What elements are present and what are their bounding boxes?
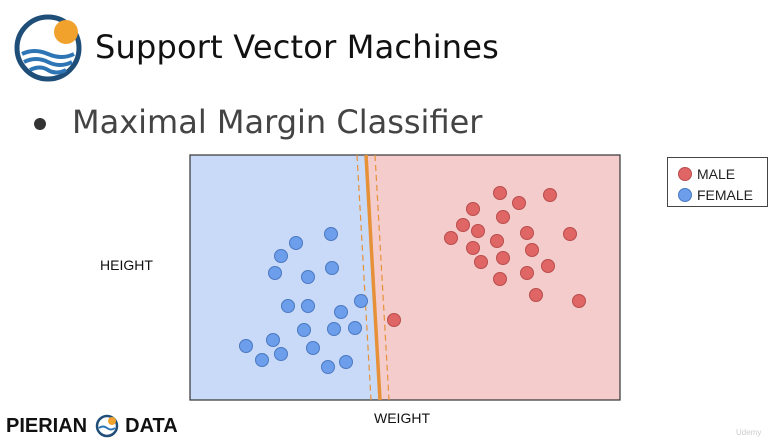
- female-point: [327, 322, 341, 336]
- x-axis-label: WEIGHT: [374, 410, 430, 426]
- female-point: [324, 227, 338, 241]
- male-point: [474, 255, 488, 269]
- male-point: [387, 313, 401, 327]
- female-region: [190, 155, 380, 400]
- female-point: [354, 294, 368, 308]
- female-marker-icon: [678, 188, 692, 202]
- male-point: [490, 234, 504, 248]
- female-point: [306, 341, 320, 355]
- data-points: [239, 186, 586, 374]
- male-point: [493, 186, 507, 200]
- legend-item-male: MALE: [678, 166, 735, 182]
- female-point: [239, 339, 253, 353]
- maximal-margin-separator: [364, 154, 382, 401]
- chart-legend: MALE FEMALE: [667, 157, 768, 207]
- legend-label-male: MALE: [697, 166, 736, 182]
- male-point: [520, 226, 534, 240]
- female-point: [274, 347, 288, 361]
- brand-logo: PIERIAN DATA: [6, 414, 178, 438]
- page-title: Support Vector Machines: [95, 28, 500, 66]
- female-point: [289, 236, 303, 250]
- brand-mark-icon: [95, 414, 119, 438]
- male-point: [496, 251, 510, 265]
- y-axis-label: HEIGHT: [100, 257, 153, 273]
- female-point: [348, 321, 362, 335]
- plot-frame: [189, 154, 621, 401]
- page-subtitle: Maximal Margin Classifier: [72, 103, 483, 141]
- male-point: [496, 210, 510, 224]
- male-point: [466, 241, 480, 255]
- female-point: [297, 323, 311, 337]
- female-point: [321, 360, 335, 374]
- female-point: [268, 266, 282, 280]
- female-point: [301, 270, 315, 284]
- brand-text-left: PIERIAN: [6, 414, 88, 437]
- margin-boundary-left: [356, 154, 372, 401]
- margin-boundary-right: [374, 154, 390, 401]
- bullet-icon: [34, 118, 46, 130]
- female-point: [274, 249, 288, 263]
- female-point: [325, 261, 339, 275]
- male-point: [543, 188, 557, 202]
- brand-text-right: DATA: [125, 414, 178, 437]
- male-point: [471, 224, 485, 238]
- male-point: [512, 196, 526, 210]
- male-point: [529, 288, 543, 302]
- male-point: [572, 294, 586, 308]
- female-point: [339, 355, 353, 369]
- male-marker-icon: [678, 167, 692, 181]
- male-point: [525, 243, 539, 257]
- pierian-logo: [14, 14, 82, 82]
- female-point: [266, 333, 280, 347]
- male-point: [541, 259, 555, 273]
- legend-item-female: FEMALE: [678, 187, 753, 203]
- male-point: [520, 266, 534, 280]
- male-point: [456, 218, 470, 232]
- male-region: [366, 155, 620, 400]
- female-point: [301, 299, 315, 313]
- legend-label-female: FEMALE: [697, 187, 754, 203]
- female-point: [334, 305, 348, 319]
- female-point: [281, 299, 295, 313]
- male-point: [466, 202, 480, 216]
- watermark: Udemy: [736, 428, 762, 437]
- male-point: [444, 231, 458, 245]
- female-point: [255, 353, 269, 367]
- male-point: [563, 227, 577, 241]
- male-point: [493, 272, 507, 286]
